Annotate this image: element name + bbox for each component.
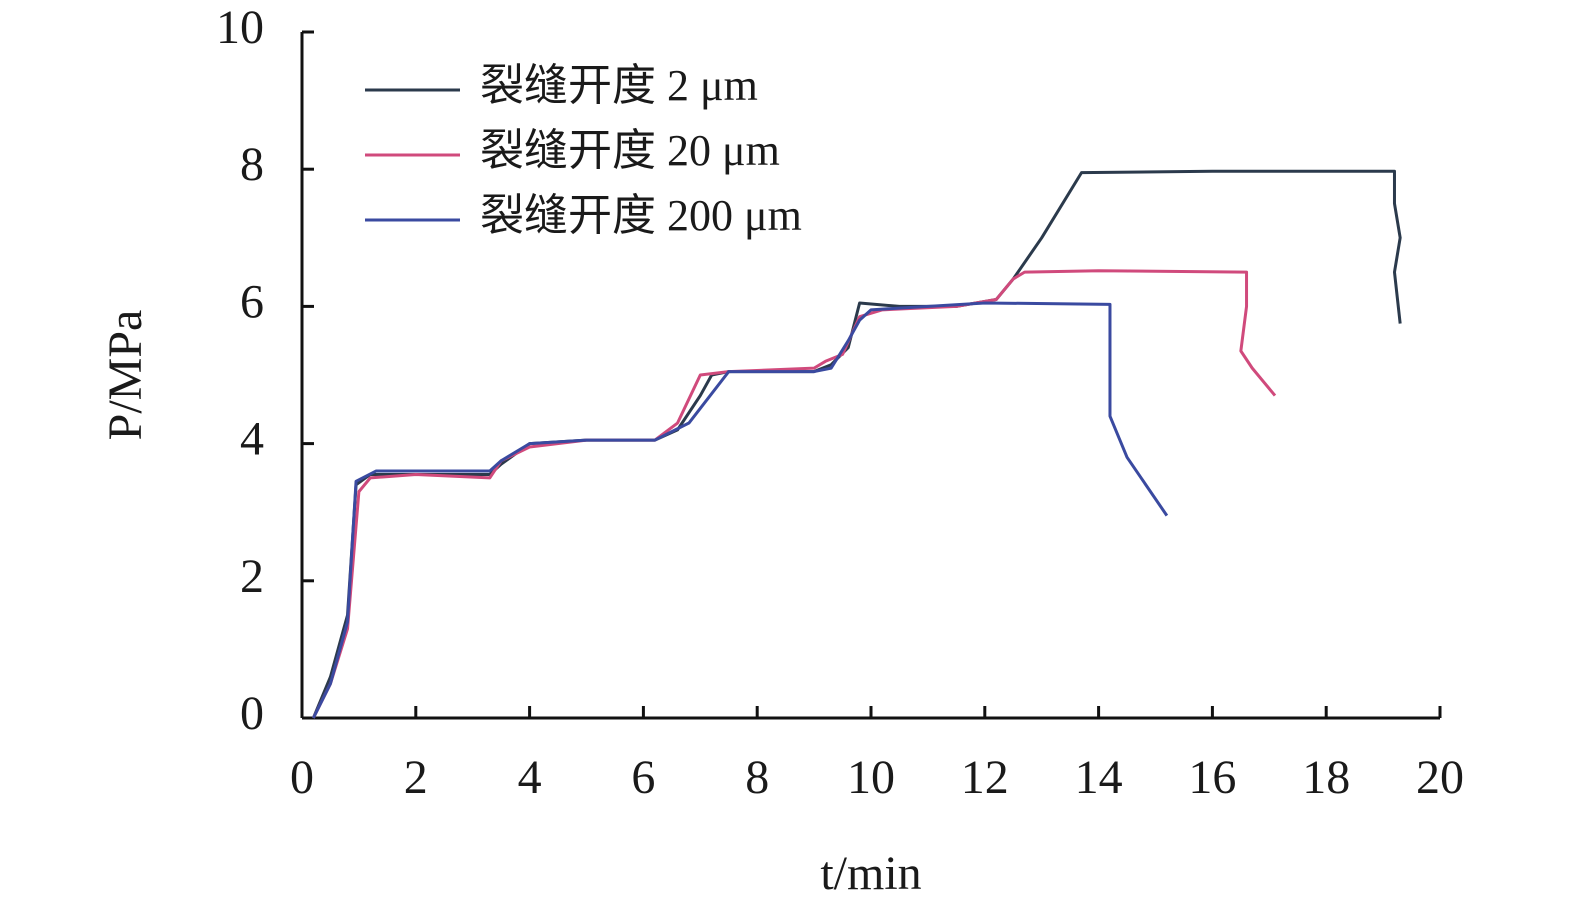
x-tick-label: 14 xyxy=(1075,751,1123,804)
y-tick-label: 0 xyxy=(240,687,264,740)
x-tick-label: 12 xyxy=(961,751,1009,804)
x-tick-label: 6 xyxy=(631,751,655,804)
line xyxy=(311,169,1402,719)
x-axis-label: t/min xyxy=(820,847,921,900)
x-tick-label: 10 xyxy=(847,751,895,804)
y-tick-label: 4 xyxy=(240,413,264,466)
x-tick-label: 4 xyxy=(518,751,542,804)
x-tick-label: 20 xyxy=(1416,751,1464,804)
y-tick-label: 8 xyxy=(240,138,264,191)
legend-text: 裂缝开度 2 μm xyxy=(480,61,758,110)
x-tick-label: 2 xyxy=(404,751,428,804)
legend-text: 裂缝开度 200 μm xyxy=(480,191,802,240)
y-tick-label: 10 xyxy=(216,1,264,54)
y-tick-label: 6 xyxy=(240,275,264,328)
line xyxy=(312,301,1169,719)
y-axis-label: P/MPa xyxy=(99,310,152,441)
x-tick-label: 16 xyxy=(1188,751,1236,804)
line xyxy=(312,269,1277,719)
x-tick-label: 0 xyxy=(290,751,314,804)
legend-text: 裂缝开度 20 μm xyxy=(480,126,780,175)
y-tick-label: 2 xyxy=(240,550,264,603)
x-tick-label: 18 xyxy=(1302,751,1350,804)
x-tick-label: 8 xyxy=(745,751,769,804)
